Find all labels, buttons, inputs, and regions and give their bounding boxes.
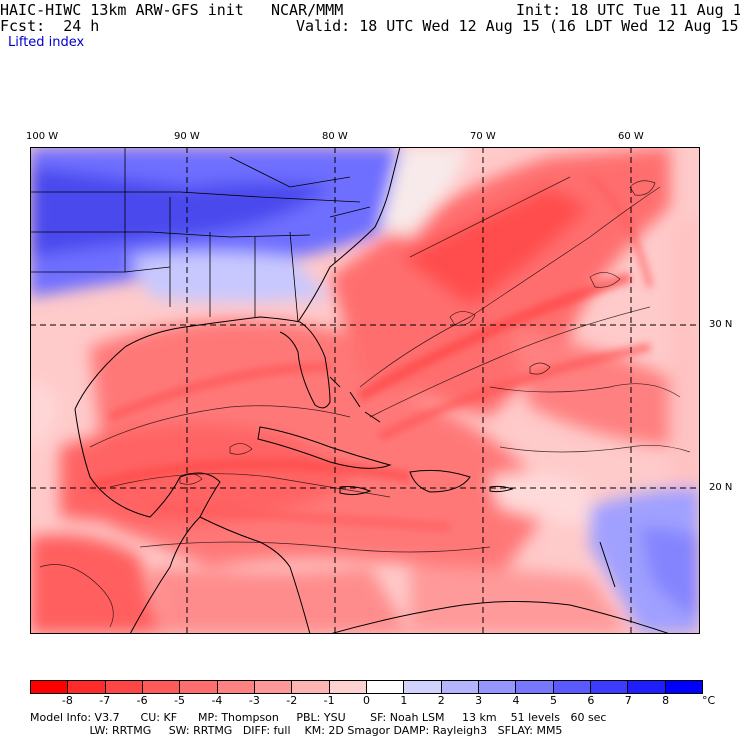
- lon-label: 90 W: [174, 131, 200, 142]
- model-info-line1: Model Info: V3.7 CU: KF MP: Thompson PBL…: [30, 711, 607, 724]
- colorbar-tick-label: 1: [400, 694, 408, 707]
- colorbar-tick-label: -6: [136, 694, 148, 707]
- colorbar-swatch: [589, 681, 628, 693]
- model-info-line2: LW: RRTMG SW: RRTMG DIFF: full KM: 2D Sm…: [30, 724, 563, 737]
- colorbar-tick-label: 8: [662, 694, 670, 707]
- map-frame: [30, 147, 700, 634]
- forecast-hour: Fcst: 24 h: [0, 17, 100, 35]
- colorbar-swatch: [67, 681, 105, 693]
- lon-label: 60 W: [618, 131, 644, 142]
- colorbar-tick-label: -1: [323, 694, 335, 707]
- colorbar-swatch: [440, 681, 478, 693]
- org-label: NCAR/MMM: [271, 1, 344, 19]
- colorbar-tick-label: 0: [363, 694, 370, 707]
- colorbar-swatch: [31, 681, 68, 693]
- colorbar-swatch: [664, 681, 702, 693]
- init-time: Init: 18 UTC Tue 11 Aug 15: [516, 1, 740, 19]
- colorbar-swatch: [216, 681, 254, 693]
- field-name: Lifted index: [8, 35, 85, 50]
- colorbar-tick-label: -3: [248, 694, 260, 707]
- colorbar-swatch: [403, 681, 441, 693]
- colorbar-swatch: [328, 681, 366, 693]
- colorbar-tick-label: 5: [549, 694, 557, 707]
- colorbar-swatch: [365, 681, 404, 693]
- colorbar: [30, 680, 703, 694]
- map-svg: [30, 147, 700, 634]
- lon-label: 100 W: [26, 131, 59, 142]
- colorbar-tick-label: -8: [61, 694, 73, 707]
- colorbar-tick-label: 2: [437, 694, 445, 707]
- colorbar-swatch: [552, 681, 590, 693]
- colorbar-swatch: [627, 681, 665, 693]
- model-title: HAIC-HIWC 13km ARW-GFS init: [0, 1, 244, 19]
- colorbar-swatch: [291, 681, 329, 693]
- colorbar-tick-label: 7: [624, 694, 632, 707]
- colorbar-tick-label: -7: [99, 694, 111, 707]
- valid-time: Valid: 18 UTC Wed 12 Aug 15 (16 LDT Wed …: [296, 17, 740, 35]
- colorbar-tick-label: 6: [587, 694, 595, 707]
- lat-label: 20 N: [709, 482, 733, 493]
- field-shading: [30, 147, 700, 634]
- lon-label: 70 W: [470, 131, 496, 142]
- graticule: [30, 147, 700, 634]
- lon-label: 80 W: [322, 131, 348, 142]
- contour-lines: [39, 176, 691, 628]
- colorbar-tick-label: -4: [211, 694, 223, 707]
- colorbar-tick-label: 3: [475, 694, 483, 707]
- colorbar-tick-label: -2: [286, 694, 298, 707]
- colorbar-swatch: [515, 681, 553, 693]
- coastlines: [74, 147, 671, 634]
- colorbar-tick-label: 4: [512, 694, 520, 707]
- colorbar-swatch: [253, 681, 292, 693]
- lifted-index-map: [30, 147, 700, 634]
- colorbar-swatch: [179, 681, 217, 693]
- colorbar-swatch: [141, 681, 180, 693]
- colorbar-unit: °C: [702, 694, 716, 707]
- colorbar-swatch: [104, 681, 142, 693]
- colorbar-swatch: [477, 681, 516, 693]
- state-borders: [30, 147, 371, 323]
- lat-label: 30 N: [709, 319, 733, 330]
- colorbar-tick-label: -5: [174, 694, 186, 707]
